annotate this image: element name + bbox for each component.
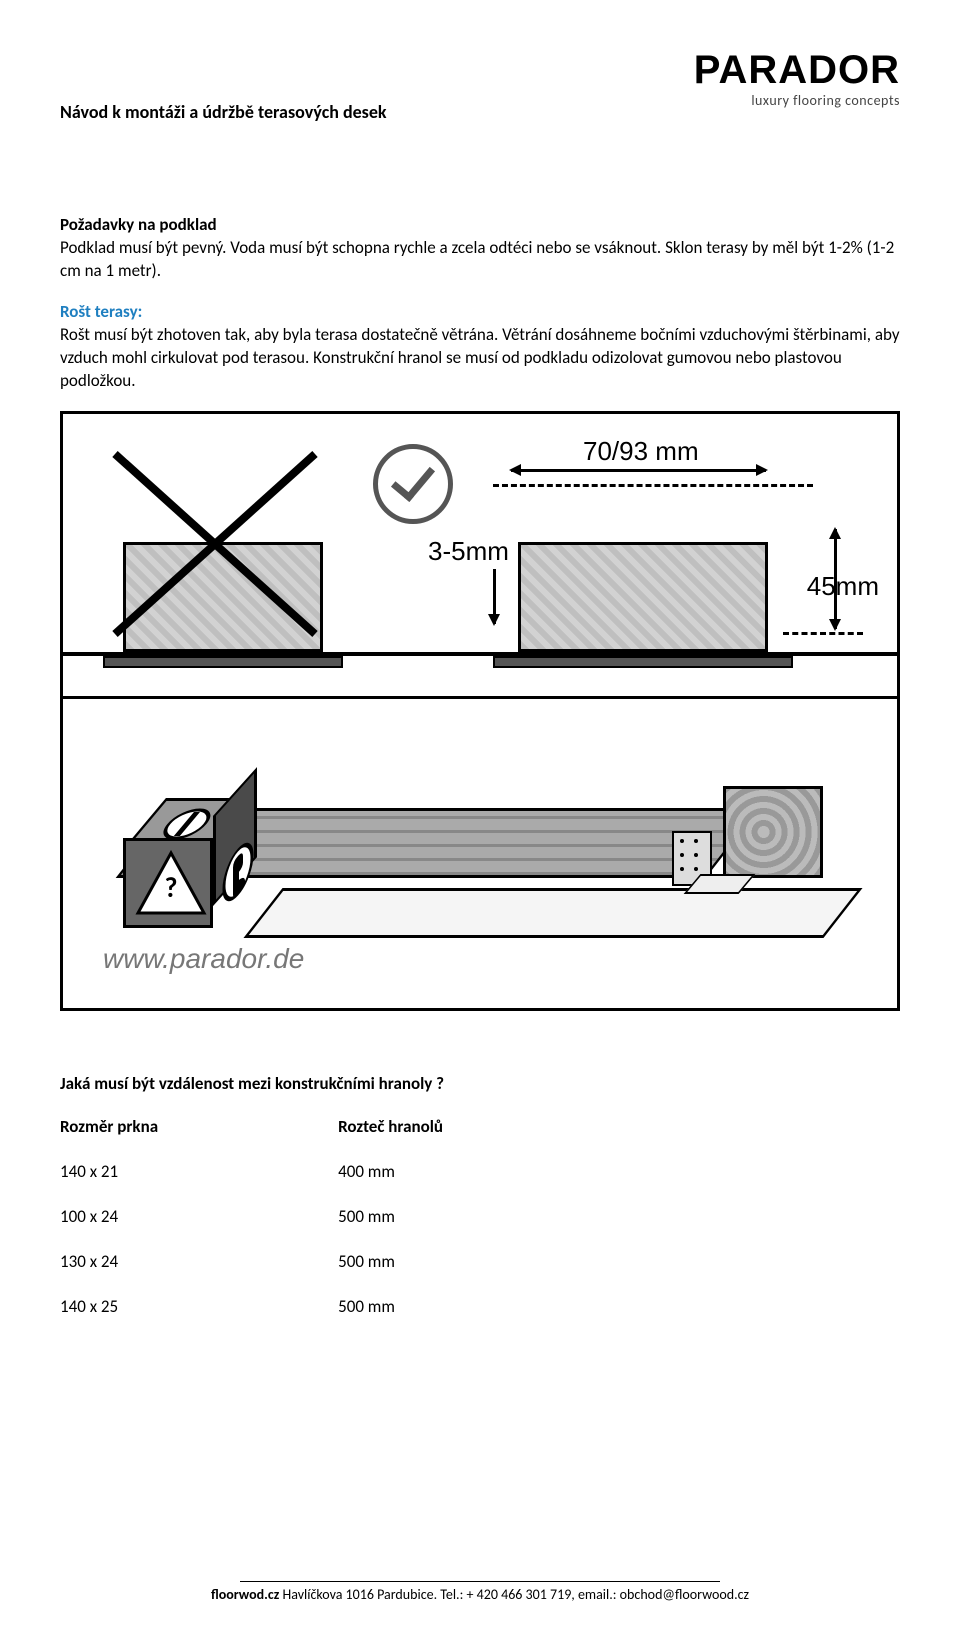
rubber-pad-left — [103, 656, 343, 668]
diagram-perspective: ? www.parador.de — [63, 699, 897, 1008]
page-header: Návod k montáži a údržbě terasových dese… — [60, 50, 900, 124]
brand-logo: PARADOR luxury flooring concepts — [694, 50, 900, 111]
section-paragraph: Podklad musí být pevný. Voda musí být sc… — [60, 237, 900, 283]
table-col-pitch: Rozteč hranolů 400 mm 500 mm 500 mm 500 … — [338, 1116, 443, 1319]
rubber-pad-right — [493, 656, 793, 668]
table-cell: 130 x 24 — [60, 1251, 158, 1274]
dimension-arrow-gap — [493, 569, 496, 624]
diagram-cross-section: 70/93 mm 3-5mm 45mm — [63, 414, 897, 699]
section-requirements: Požadavky na podklad Podklad musí být pe… — [60, 214, 900, 283]
installation-diagram: 70/93 mm 3-5mm 45mm — [60, 411, 900, 1011]
brand-tagline: luxury flooring concepts — [694, 92, 900, 111]
footer-site: floorwod.cz — [211, 1586, 279, 1603]
table-cell: 140 x 21 — [60, 1161, 158, 1184]
brand-name: PARADOR — [694, 50, 900, 90]
table-header-size: Rozměr prkna — [60, 1116, 158, 1139]
ground-line — [63, 652, 897, 656]
angle-bracket — [672, 831, 732, 886]
table-cell: 500 mm — [338, 1206, 443, 1229]
concrete-slab — [243, 888, 862, 938]
dimension-height-label: 45mm — [807, 569, 879, 604]
spacing-table: Rozměr prkna 140 x 21 100 x 24 130 x 24 … — [60, 1116, 900, 1319]
section-heading: Požadavky na podklad — [60, 214, 900, 237]
dimension-gap-label: 3-5mm — [428, 534, 509, 569]
table-cell: 100 x 24 — [60, 1206, 158, 1229]
beam-wrong — [123, 542, 323, 652]
page-footer: floorwod.cz Havlíčkova 1016 Pardubice. T… — [0, 1575, 960, 1605]
dim-guide-top — [493, 484, 813, 487]
document-title: Návod k montáži a údržbě terasových dese… — [60, 100, 387, 124]
table-header-pitch: Rozteč hranolů — [338, 1116, 443, 1139]
section-heading-blue: Rošt terasy: — [60, 301, 900, 324]
table-col-size: Rozměr prkna 140 x 21 100 x 24 130 x 24 … — [60, 1116, 158, 1319]
table-cell: 140 x 25 — [60, 1296, 158, 1319]
beam-correct — [518, 542, 768, 652]
diagram-url: www.parador.de — [103, 940, 304, 978]
table-question: Jaká musí být vzdálenost mezi konstrukčn… — [60, 1073, 900, 1096]
footer-address: Havlíčkova 1016 Pardubice. Tel.: + 420 4… — [279, 1586, 749, 1603]
section-grid: Rošt terasy: Rošt musí být zhotoven tak,… — [60, 301, 900, 393]
checkmark-icon — [373, 444, 453, 524]
dimension-width-label: 70/93 mm — [583, 434, 699, 469]
dimension-arrow-width — [511, 469, 766, 472]
info-cube-icon: ? — [123, 798, 253, 928]
table-cell: 500 mm — [338, 1251, 443, 1274]
table-cell: 500 mm — [338, 1296, 443, 1319]
dim-guide-bottom — [783, 632, 863, 635]
svg-text:?: ? — [165, 870, 178, 905]
table-cell: 400 mm — [338, 1161, 443, 1184]
section-paragraph: Rošt musí být zhotoven tak, aby byla ter… — [60, 324, 900, 393]
